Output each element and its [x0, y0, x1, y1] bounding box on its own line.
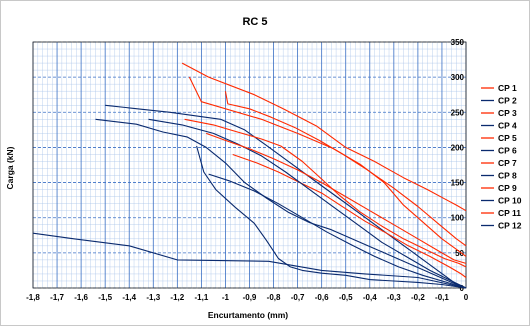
x-tick-label: 0 [464, 293, 469, 302]
x-tick-label: -1,1 [194, 293, 208, 302]
x-tick-label: -0,5 [339, 293, 353, 302]
x-tick-label: -0,4 [363, 293, 377, 302]
legend-label-cp-7: CP 7 [498, 158, 517, 168]
legend-label-cp-4: CP 4 [498, 121, 517, 131]
x-tick-label: -0,7 [291, 293, 305, 302]
series-line-cp-4 [95, 118, 467, 289]
x-tick-label: -1,6 [74, 293, 88, 302]
x-tick-label: -0,1 [435, 293, 449, 302]
plot-area: -1,8 -1,7 -1,6 -1,5 -1,4 -1,3 -1,2 -1,1 -1 -0,9 -0… [26, 38, 469, 302]
series-line-cp-1 [181, 62, 467, 212]
x-tick-label: -1,7 [50, 293, 64, 302]
legend-label-cp-10: CP 10 [498, 196, 522, 206]
x-tick-label: -1,8 [26, 293, 40, 302]
legend-label-cp-9: CP 9 [498, 183, 517, 193]
legend-label-cp-6: CP 6 [498, 146, 517, 156]
series-line-cp-10 [148, 118, 467, 289]
y-tick-label: 350 [451, 38, 465, 47]
series-line-cp-8 [196, 145, 467, 289]
legend-label-cp-12: CP 12 [498, 221, 522, 231]
legend: CP 1 CP 2 CP 3 CP 4 CP 5 CP 6 CP 7 CP 8 CP 9 CP 1… [481, 83, 522, 231]
x-tick-label: -1,4 [122, 293, 136, 302]
x-tick-label: -0,3 [387, 293, 401, 302]
legend-label-cp-2: CP 2 [498, 96, 517, 106]
series-line-cp-6 [32, 232, 467, 289]
legend-label-cp-3: CP 3 [498, 108, 517, 118]
y-tick-label: 0 [460, 284, 465, 293]
series-line-cp-5 [184, 118, 467, 268]
x-tick-label: -0,6 [315, 293, 329, 302]
series-line-cp-2 [105, 104, 467, 289]
series-line-cp-9 [232, 153, 467, 278]
series-line-cp-12 [208, 173, 467, 289]
x-tick-label: -1 [222, 293, 230, 302]
series-line-cp-11 [206, 132, 467, 264]
y-tick-label: 250 [451, 108, 465, 117]
legend-label-cp-1: CP 1 [498, 83, 517, 93]
x-tick-label: -0,8 [267, 293, 281, 302]
x-tick-label: -1,2 [170, 293, 184, 302]
x-tick-label: -1,5 [98, 293, 112, 302]
legend-label-cp-8: CP 8 [498, 171, 517, 181]
legend-label-cp-5: CP 5 [498, 133, 517, 143]
chart-title: RC 5 [242, 16, 267, 28]
series-line-cp-7 [224, 91, 467, 247]
x-axis-label: Encurtamento (mm) [208, 310, 288, 320]
y-axis-label: Carga (kN) [5, 146, 15, 189]
x-tick-label: -0,9 [243, 293, 257, 302]
y-tick-label: 50 [455, 249, 464, 258]
y-tick-label: 200 [451, 143, 465, 152]
y-tick-label: 300 [451, 73, 465, 82]
y-tick-label: 100 [451, 214, 465, 223]
x-tick-label: -0,2 [411, 293, 425, 302]
y-tick-label: 150 [451, 179, 465, 188]
legend-label-cp-11: CP 11 [498, 208, 521, 218]
x-tick-label: -1,3 [146, 293, 160, 302]
plot-border [32, 41, 467, 289]
